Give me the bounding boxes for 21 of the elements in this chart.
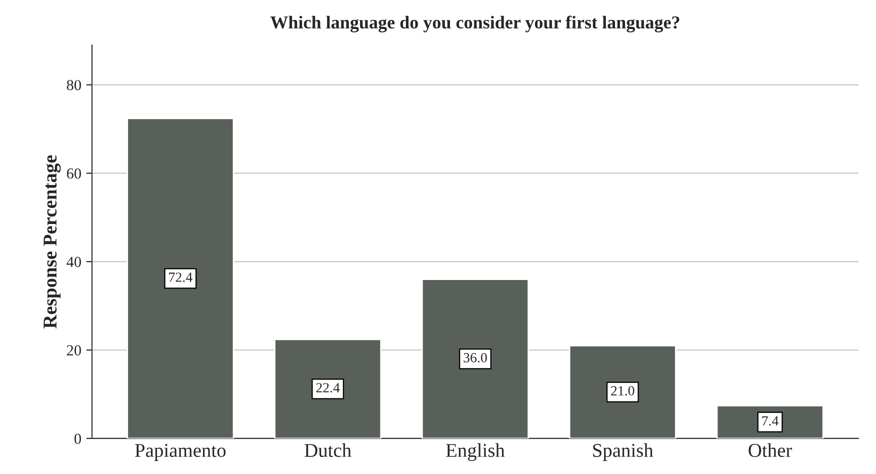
x-tick-label: Other — [748, 443, 792, 457]
x-tick-label: Spanish — [593, 443, 654, 461]
y-tick-label: 80 — [66, 80, 81, 90]
y-tick-label: 20 — [66, 345, 81, 356]
data-label: 36.0 — [464, 352, 487, 362]
data-label: 72.4 — [169, 272, 192, 282]
data-label: 22.4 — [316, 383, 340, 392]
x-tick-label: English — [446, 443, 505, 461]
data-label: 7.4 — [762, 416, 778, 426]
bar — [126, 118, 234, 438]
y-tick-label: 60 — [66, 168, 81, 179]
bar — [421, 278, 529, 438]
y-axis-title: Response Percentage — [44, 155, 61, 328]
x-tick-label: Dutch — [304, 443, 352, 457]
bar — [568, 344, 676, 438]
data-label: 21.0 — [611, 386, 634, 396]
y-tick-label: 0 — [74, 434, 81, 444]
chart-title: Which language do you consider your first language? — [270, 16, 680, 32]
x-tick-label: Papiamento — [135, 444, 226, 461]
y-tick-label: 40 — [66, 256, 81, 268]
bar — [274, 338, 382, 438]
